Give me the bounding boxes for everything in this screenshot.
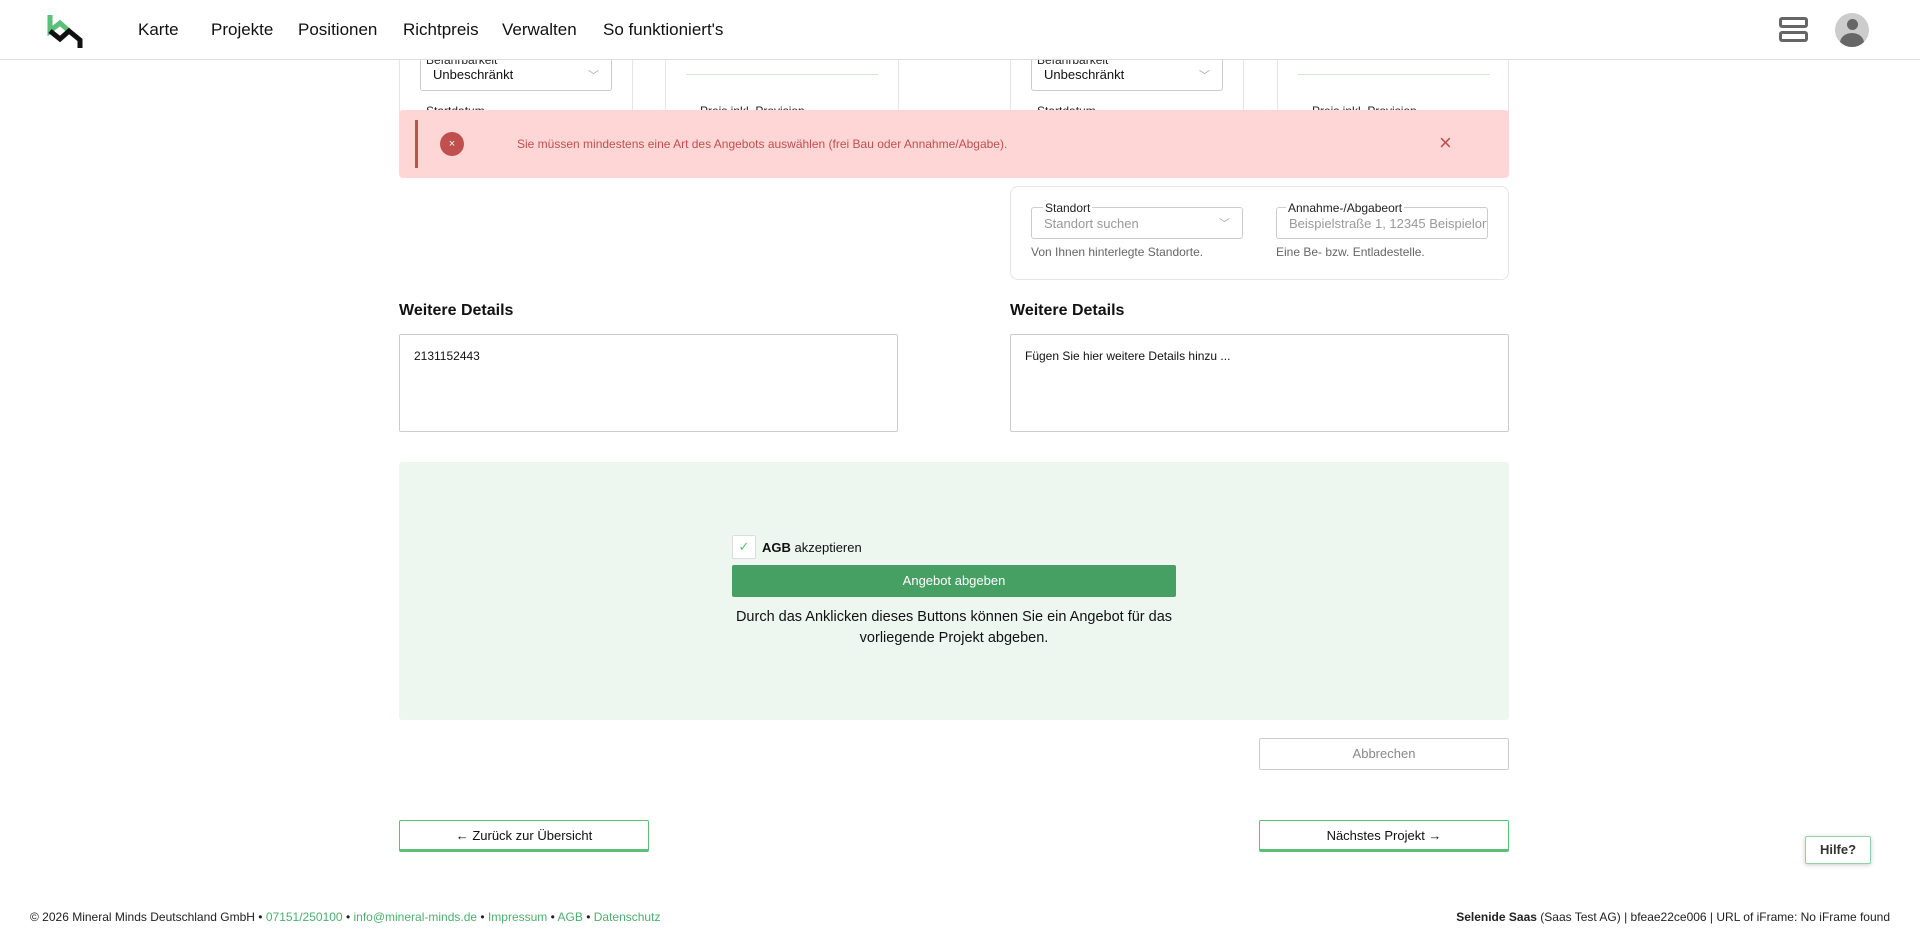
footer-left: © 2026 Mineral Minds Deutschland GmbH • … [30,910,660,924]
chevron-down-icon: ﹀ [588,69,599,82]
annahme-placeholder: Beispielstraße 1, 12345 Beispielort [1289,215,1488,231]
email-link[interactable]: info@mineral-minds.de [353,910,478,924]
befahrbarkeit-select[interactable]: Unbeschränkt ﹀ [420,58,612,91]
phone-link[interactable]: 07151/250100 [265,910,343,924]
footer-right: Selenide Saas (Saas Test AG) | bfeae22ce… [1456,910,1890,924]
annahme-label: Annahme-/Abgabeort [1286,201,1405,215]
server-icon[interactable] [1779,17,1808,43]
agb-link[interactable]: AGB [762,540,791,555]
location-card: Standort suchen ﹀ Standort Von Ihnen hint… [1010,186,1509,280]
standort-label: Standort [1043,201,1093,215]
chevron-down-icon: ﹀ [1219,218,1230,230]
select-value: Unbeschränkt [433,67,514,82]
next-project-button[interactable]: Nächstes Projekt → [1259,820,1509,852]
standort-select[interactable]: Standort suchen ﹀ [1031,207,1243,239]
close-alert-icon[interactable]: × [1439,130,1452,155]
nav-verwalten[interactable]: Verwalten [502,20,577,39]
befahrbarkeit-select[interactable]: Unbeschränkt ﹀ [1031,58,1223,91]
back-button[interactable]: ← Zurück zur Übersicht [399,820,649,852]
app-name: Selenide Saas [1456,910,1537,924]
cancel-button[interactable]: Abbrechen [1259,738,1509,770]
details-title-left: Weitere Details [399,302,514,319]
nav-so-funktionierts[interactable]: So funktioniert's [603,20,724,39]
standort-hint: Von Ihnen hinterlegte Standorte. [1031,245,1204,259]
help-button[interactable]: Hilfe? [1805,836,1871,864]
chevron-down-icon: ﹀ [1199,69,1210,82]
copyright: © 2026 Mineral Minds Deutschland GmbH [30,910,255,924]
error-alert: × Sie müssen mindestens eine Art des Ang… [399,110,1509,178]
separator: • [345,910,351,924]
datenschutz-link[interactable]: Datenschutz [593,910,661,924]
nav-projekte[interactable]: Projekte [211,20,274,39]
details-title-right: Weitere Details [1010,302,1125,319]
angebot-abgeben-button[interactable]: Angebot abgeben [732,565,1176,597]
agb-checkbox[interactable]: ✓ [732,535,756,559]
error-icon: × [440,132,464,156]
details-textarea-left[interactable]: 2131152443 [399,334,898,432]
user-avatar-icon[interactable] [1835,13,1869,47]
nav-karte[interactable]: Karte [138,20,179,39]
separator: • [586,910,591,924]
build-info: (Saas Test AG) | bfeae22ce006 | URL of i… [1540,910,1890,924]
separator: • [258,910,263,924]
alert-message: Sie müssen mindestens eine Art des Angeb… [517,137,1008,151]
nav-richtpreis[interactable]: Richtpreis [403,20,479,39]
agb-footer-link[interactable]: AGB [557,910,583,924]
separator: • [480,910,485,924]
standort-placeholder: Standort suchen [1044,215,1139,231]
submit-description: Durch das Anklicken dieses Buttons könne… [735,609,1173,646]
separator: • [550,910,555,924]
submit-panel: ✓ AGB akzeptieren Angebot abgeben Durch … [399,462,1509,720]
details-textarea-right[interactable]: Fügen Sie hier weitere Details hinzu ... [1010,334,1509,432]
agb-text: akzeptieren [794,540,862,555]
annahme-hint: Eine Be- bzw. Entladestelle. [1276,245,1425,259]
mineral-minds-logo[interactable] [47,13,85,49]
top-navbar: Karte Projekte Positionen Richtpreis Ver… [0,0,1920,60]
select-value: Unbeschränkt [1044,67,1125,82]
nav-positionen[interactable]: Positionen [298,20,378,39]
impressum-link[interactable]: Impressum [487,910,548,924]
